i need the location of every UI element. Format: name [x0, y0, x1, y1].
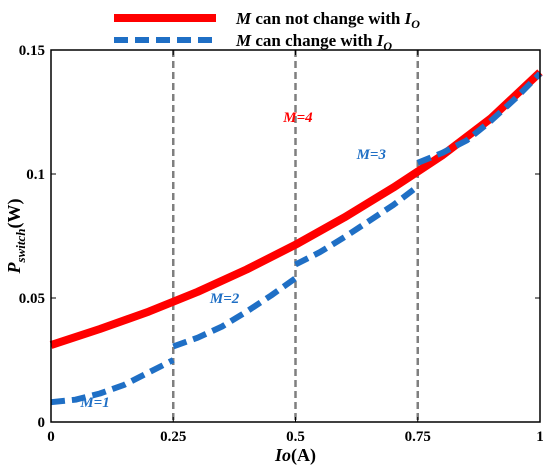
x-tick-label: 0.75 [405, 429, 431, 445]
y-tick-label: 0.05 [19, 291, 45, 307]
series-line-variable-m-segment-4 [416, 71, 543, 166]
y-tick-label: 0.15 [19, 43, 45, 59]
annotation-label: M=4 [473, 0, 504, 2]
series-line-variable-m-segment-2 [172, 275, 298, 350]
series-lines [49, 69, 543, 406]
annotation-label: M=3 [356, 147, 387, 163]
y-tick-label: 0 [38, 415, 46, 431]
annotation-label: M=1 [79, 395, 109, 411]
legend: M can not change with IO M can change wi… [114, 9, 420, 53]
legend-label-variable-m: M can change with IO [235, 31, 392, 53]
annotation-label: M=2 [209, 291, 240, 307]
series-line-variable-m-segment-1 [50, 357, 175, 406]
x-tick-label: 0.5 [286, 429, 305, 445]
y-axis-title: Pswitch(W) [4, 199, 28, 275]
gridlines [172, 50, 419, 422]
x-tick-label: 0.25 [160, 429, 186, 445]
series-line-variable-m-segment-3 [294, 184, 420, 268]
x-tick-label: 1 [536, 429, 544, 445]
annotation-label: M=4 [282, 110, 313, 126]
annotations: M=1 M=2 M=3 M=4 M=4 [79, 0, 504, 411]
legend-label-fixed-m: M can not change with IO [235, 9, 420, 31]
y-tick-label: 0.1 [26, 167, 45, 183]
x-axis-title: Io(A) [274, 445, 316, 466]
axis-ticks: 0 0.25 0.5 0.75 1 0 0.05 0.1 0.15 [19, 43, 544, 445]
x-tick-label: 0 [47, 429, 55, 445]
